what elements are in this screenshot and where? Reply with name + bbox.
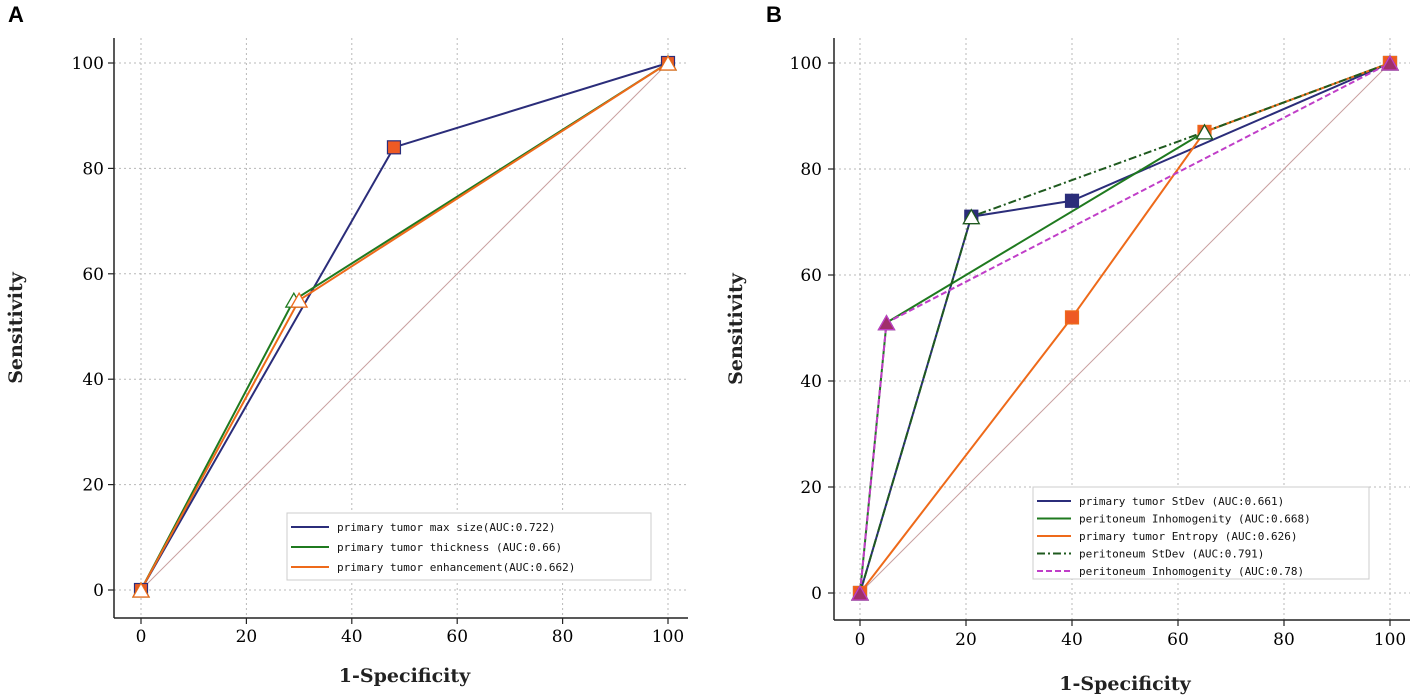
y-tick-label: 100 [790, 54, 822, 74]
legend-label: primary tumor enhancement(AUC:0.662) [337, 561, 575, 574]
y-tick-label: 60 [82, 265, 104, 285]
legend: primary tumor max size(AUC:0.722) primary… [286, 512, 652, 581]
x-tick-label: 60 [446, 627, 468, 647]
series-marker-5 [850, 584, 870, 601]
x-axis-title: 1-Specificity [339, 665, 471, 687]
y-tick-label: 100 [72, 54, 104, 74]
panel-letter: A [8, 2, 24, 27]
legend-label: primary tumor Entropy (AUC:0.626) [1079, 530, 1298, 543]
series-line-4 [859, 62, 1391, 594]
y-tick-label: 0 [811, 584, 822, 604]
reference-line [140, 62, 669, 591]
legend-box [286, 512, 652, 581]
y-tick-label: 40 [82, 370, 104, 390]
y-tick-label: 80 [800, 160, 822, 180]
x-tick-label: 0 [855, 630, 866, 650]
series-marker-4 [962, 208, 981, 225]
y-tick-label: 60 [800, 266, 822, 286]
legend-box [1032, 486, 1370, 580]
legend-label: peritoneum Inhomogenity (AUC:0.668) [1079, 513, 1311, 526]
x-tick-label: 100 [652, 627, 684, 647]
x-tick-label: 40 [341, 627, 363, 647]
y-tick-label: 80 [82, 159, 104, 179]
x-tick-label: 20 [955, 630, 977, 650]
x-tick-label: 80 [552, 627, 574, 647]
legend-label: primary tumor max size(AUC:0.722) [337, 521, 556, 534]
legend-label: peritoneum Inhomogenity (AUC:0.78) [1079, 565, 1304, 578]
legend-label: primary tumor thickness (AUC:0.66) [337, 541, 562, 554]
x-tick-label: 20 [236, 627, 258, 647]
y-tick-label: 20 [82, 476, 104, 496]
series-marker-1 [386, 140, 402, 155]
series-marker-3 [1064, 310, 1080, 325]
series-marker-3 [131, 581, 151, 598]
y-axis-title: Sensitivity [725, 272, 747, 385]
y-tick-label: 40 [800, 372, 822, 392]
reference-line [859, 62, 1391, 594]
chart-panel-b: B 0 20 40 60 80 100 0 20 40 60 80 100 1-Specificity Se… [725, 2, 1410, 695]
series-marker-5 [877, 314, 896, 331]
x-tick-label: 40 [1061, 630, 1083, 650]
legend-label: primary tumor StDev (AUC:0.661) [1079, 495, 1284, 508]
y-axis-title: Sensitivity [5, 271, 27, 384]
panel-letter: B [766, 2, 782, 27]
series-marker-5 [1380, 54, 1400, 71]
x-tick-label: 0 [136, 627, 147, 647]
series-marker-3 [658, 54, 678, 71]
y-tick-label: 0 [93, 581, 104, 601]
x-tick-label: 100 [1374, 630, 1406, 650]
series-marker-3 [289, 291, 309, 308]
chart-panel-a: A 0 20 40 60 80 100 0 20 40 60 80 100 1-Specificity Se… [5, 2, 688, 687]
y-tick-label: 20 [800, 478, 822, 498]
x-tick-label: 80 [1273, 630, 1295, 650]
x-tick-label: 60 [1167, 630, 1189, 650]
series-marker-4 [1195, 123, 1214, 140]
series-marker-1 [1064, 193, 1080, 208]
legend-label: peritoneum StDev (AUC:0.791) [1079, 548, 1264, 561]
legend: primary tumor StDev (AUC:0.661) peritoneu… [1032, 486, 1370, 580]
x-axis-title: 1-Specificity [1059, 673, 1191, 695]
